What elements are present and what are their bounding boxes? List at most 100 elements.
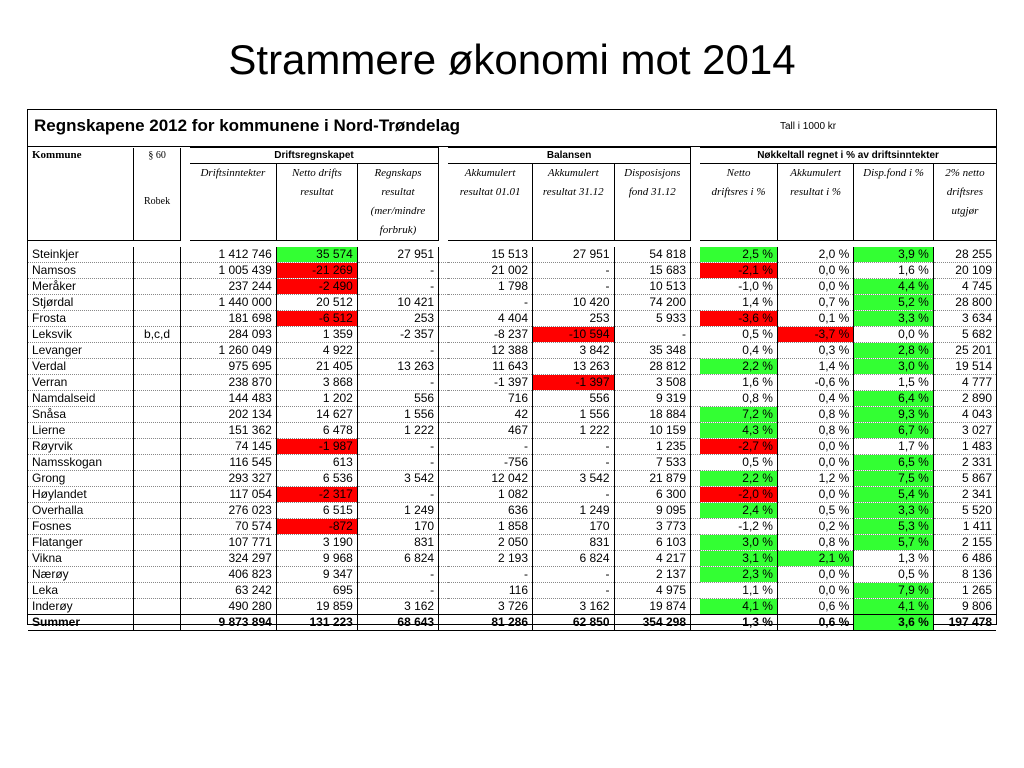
cell-akk-pct: 0,6 % — [777, 614, 855, 631]
cell-akk-pct: 2,0 % — [777, 247, 855, 263]
table-body: Steinkjer 1 412 746 35 574 27 951 15 513 27 9… — [28, 247, 996, 631]
cell-netto-driftsresultat: 613 — [276, 454, 358, 471]
cell-kommune: Steinkjer — [28, 247, 135, 263]
cell-regnskapsresultat: 27 951 — [357, 247, 440, 263]
cell-kommune: Summer — [28, 614, 135, 631]
cell-dispfond-pct: 3,0 % — [853, 358, 934, 375]
cell-robek — [133, 550, 181, 567]
cell-akk-3112: 3 542 — [532, 470, 615, 487]
cell-netto-pct: -2,1 % — [700, 262, 778, 279]
table-row: Vikna 324 297 9 968 6 824 2 193 6 824 4 217 3,1… — [28, 550, 996, 567]
cell-regnskapsresultat: - — [357, 438, 440, 455]
cell-netto-driftsresultat: 21 405 — [276, 358, 358, 375]
cell-akk-pct: 0,7 % — [777, 294, 855, 311]
cell-robek — [133, 486, 181, 503]
cell-kommune: Namsos — [28, 262, 135, 279]
cell-akk-pct: 0,0 % — [777, 582, 855, 599]
cell-robek — [133, 470, 181, 487]
cell-akk-3112: 27 951 — [532, 247, 615, 263]
cell-akk-3112: 13 263 — [532, 358, 615, 375]
cell-akk-pct: 0,2 % — [777, 518, 855, 535]
cell-driftsinntekter: 238 870 — [189, 374, 277, 391]
cell-akk-pct: 0,8 % — [777, 534, 855, 551]
cell-robek — [133, 310, 181, 327]
table-row: Inderøy 490 280 19 859 3 162 3 726 3 162 19 87… — [28, 598, 996, 615]
cell-driftsinntekter: 406 823 — [189, 566, 277, 583]
cell-disposisjonsfond: 21 879 — [614, 470, 692, 487]
cell-netto-driftsresultat: 20 512 — [276, 294, 358, 311]
cell-regnskapsresultat: 3 542 — [357, 470, 440, 487]
cell-kommune: Snåsa — [28, 406, 135, 423]
cell-akk-3112: 10 420 — [532, 294, 615, 311]
cell-driftsinntekter: 1 260 049 — [189, 342, 277, 359]
table-row: Snåsa 202 134 14 627 1 556 42 1 556 18 884 7,2 … — [28, 406, 996, 423]
cell-regnskapsresultat: 3 162 — [357, 598, 440, 615]
cell-akk-0101: 3 726 — [448, 598, 534, 615]
cell-two-pct: 4 043 — [933, 406, 996, 423]
cell-two-pct: 3 027 — [933, 422, 996, 439]
cell-dispfond-pct: 5,3 % — [853, 518, 934, 535]
cell-driftsinntekter: 276 023 — [189, 502, 277, 519]
cell-netto-driftsresultat: -2 490 — [276, 278, 358, 295]
cell-netto-pct: 0,4 % — [700, 342, 778, 359]
cell-netto-driftsresultat: -6 512 — [276, 310, 358, 327]
cell-regnskapsresultat: - — [357, 374, 440, 391]
cell-netto-driftsresultat: 6 536 — [276, 470, 358, 487]
cell-akk-0101: 1 858 — [448, 518, 534, 535]
cell-akk-3112: -10 594 — [532, 326, 615, 343]
cell-driftsinntekter: 9 873 894 — [189, 614, 277, 631]
cell-akk-3112: -1 397 — [532, 374, 615, 391]
table-row: Leksvik b,c,d 284 093 1 359 -2 357 -8 237 -10 … — [28, 326, 996, 343]
cell-netto-pct: 2,4 % — [700, 502, 778, 519]
cell-driftsinntekter: 293 327 — [189, 470, 277, 487]
cell-akk-3112: - — [532, 486, 615, 503]
cell-kommune: Namsskogan — [28, 454, 135, 471]
table-row: Fosnes 70 574 -872 170 1 858 170 3 773 -1,2 % 0,… — [28, 518, 996, 535]
cell-akk-0101: -8 237 — [448, 326, 534, 343]
cell-regnskapsresultat: - — [357, 582, 440, 599]
cell-two-pct: 2 331 — [933, 454, 996, 471]
cell-netto-driftsresultat: -872 — [276, 518, 358, 535]
cell-akk-pct: 0,0 % — [777, 566, 855, 583]
cell-kommune: Meråker — [28, 278, 135, 295]
cell-robek — [133, 294, 181, 311]
cell-regnskapsresultat: 1 249 — [357, 502, 440, 519]
cell-netto-driftsresultat: 1 359 — [276, 326, 358, 343]
header-disposisjonsfond: Disposisjons fond 31.12 — [614, 163, 692, 241]
cell-akk-pct: 0,1 % — [777, 310, 855, 327]
cell-netto-pct: 4,1 % — [700, 598, 778, 615]
cell-kommune: Vikna — [28, 550, 135, 567]
cell-akk-0101: 42 — [448, 406, 534, 423]
cell-regnskapsresultat: 13 263 — [357, 358, 440, 375]
cell-regnskapsresultat: 1 222 — [357, 422, 440, 439]
cell-disposisjonsfond: 2 137 — [614, 566, 692, 583]
cell-two-pct: 5 520 — [933, 502, 996, 519]
cell-disposisjonsfond: 6 300 — [614, 486, 692, 503]
table-row: Verran 238 870 3 868- -1 397 -1 397 3 508 1,6 … — [28, 374, 996, 391]
cell-disposisjonsfond: 10 513 — [614, 278, 692, 295]
cell-regnskapsresultat: - — [357, 278, 440, 295]
cell-akk-pct: 1,2 % — [777, 470, 855, 487]
cell-disposisjonsfond: 7 533 — [614, 454, 692, 471]
cell-robek — [133, 502, 181, 519]
cell-two-pct: 1 483 — [933, 438, 996, 455]
table-row: Verdal 975 695 21 405 13 263 11 643 13 263 28 … — [28, 358, 996, 375]
cell-driftsinntekter: 117 054 — [189, 486, 277, 503]
cell-akk-3112: 3 162 — [532, 598, 615, 615]
cell-netto-pct: 2,2 % — [700, 358, 778, 375]
cell-regnskapsresultat: - — [357, 454, 440, 471]
cell-two-pct: 2 155 — [933, 534, 996, 551]
cell-kommune: Frosta — [28, 310, 135, 327]
cell-two-pct: 3 634 — [933, 310, 996, 327]
cell-akk-3112: - — [532, 262, 615, 279]
cell-dispfond-pct: 3,6 % — [853, 614, 934, 631]
cell-robek: b,c,d — [133, 326, 181, 343]
cell-two-pct: 6 486 — [933, 550, 996, 567]
cell-two-pct: 9 806 — [933, 598, 996, 615]
cell-netto-pct: 1,3 % — [700, 614, 778, 631]
cell-akk-3112: 253 — [532, 310, 615, 327]
cell-akk-pct: 0,0 % — [777, 454, 855, 471]
cell-regnskapsresultat: 831 — [357, 534, 440, 551]
cell-two-pct: 4 777 — [933, 374, 996, 391]
cell-akk-pct: 0,8 % — [777, 422, 855, 439]
